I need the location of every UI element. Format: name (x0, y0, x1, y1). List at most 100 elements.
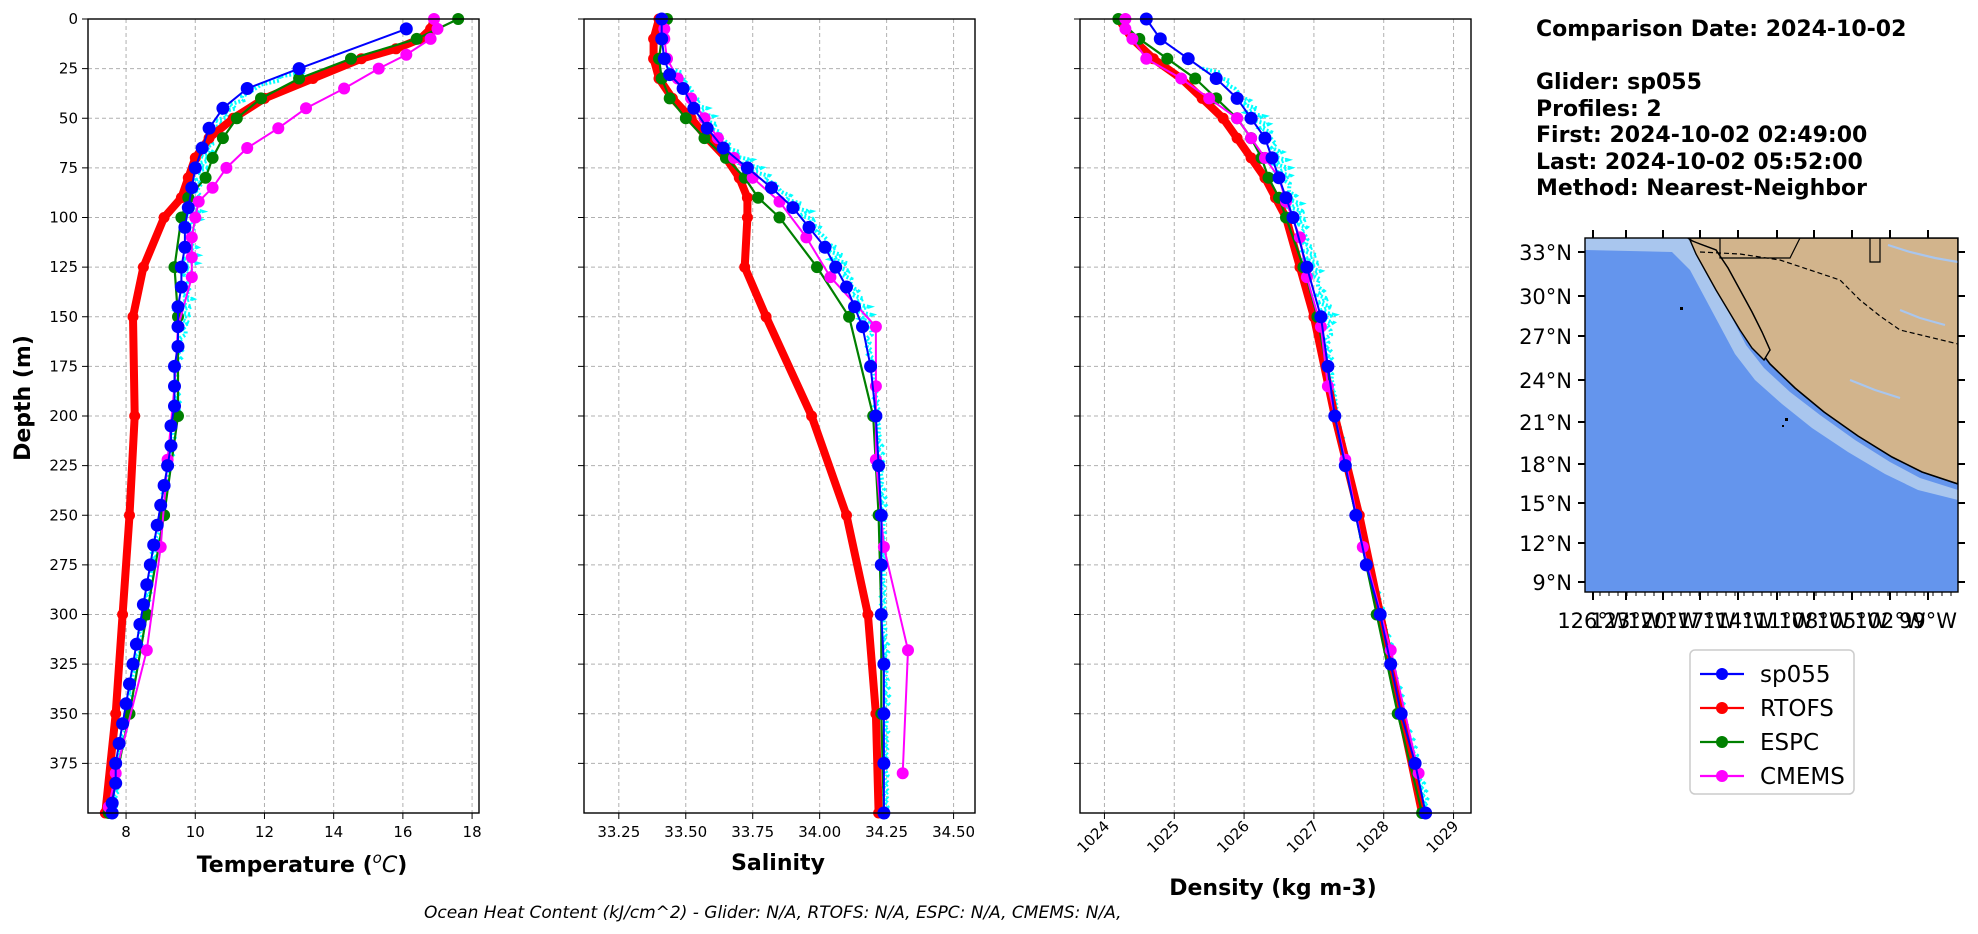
series-line (111, 27, 407, 813)
method: Method: Nearest-Neighbor (1536, 176, 1867, 201)
data-point (869, 409, 883, 423)
data-point (168, 359, 181, 373)
first-time: First: 2024-10-02 02:49:00 (1536, 123, 1867, 148)
x-tick-label: 33.25 (597, 823, 640, 841)
data-point (181, 201, 195, 215)
data-point (800, 231, 813, 244)
data-point (150, 518, 164, 532)
data-point (1359, 558, 1373, 572)
map-lat-label: 27°N (1519, 325, 1572, 349)
data-point (1245, 152, 1257, 164)
y-tick-label: 50 (59, 109, 78, 127)
data-point (700, 121, 714, 135)
y-tick-label: 150 (49, 308, 78, 326)
data-point (424, 32, 437, 45)
data-point (230, 112, 243, 125)
glider-raw-trace (666, 66, 892, 812)
data-point (739, 261, 751, 273)
data-point (773, 211, 786, 224)
map-lat-label: 33°N (1519, 241, 1572, 265)
data-point (178, 220, 192, 234)
data-point (154, 498, 168, 512)
series-group (99, 13, 465, 820)
data-point (877, 541, 890, 553)
y-axis-label: Depth (m) (11, 335, 36, 461)
x-tick-label: 8 (121, 823, 131, 841)
data-point (109, 776, 123, 790)
data-point (811, 261, 823, 274)
map-baja-california (1688, 238, 1771, 362)
data-point (760, 311, 772, 323)
data-point (1140, 52, 1153, 65)
x-tick-label: 16 (393, 823, 412, 841)
legend-box (1689, 649, 1855, 795)
data-point (679, 112, 692, 125)
data-point (255, 92, 267, 105)
data-point (240, 82, 254, 95)
data-point (1314, 320, 1327, 333)
data-point (1373, 608, 1387, 621)
comparison-date: Comparison Date: 2024-10-02 (1536, 17, 1906, 42)
data-point (119, 697, 133, 711)
data-point (1231, 112, 1244, 125)
legend-marker (1716, 702, 1728, 714)
data-point (829, 260, 843, 274)
data-point (1265, 151, 1279, 165)
data-point (216, 132, 229, 145)
data-point (1244, 111, 1258, 125)
data-point (124, 509, 135, 521)
data-point (752, 191, 765, 204)
data-point (300, 102, 312, 115)
map-lon-label: 99°W (1899, 609, 1957, 633)
data-point (410, 32, 423, 45)
map-lat-label: 18°N (1519, 453, 1572, 477)
data-point (126, 657, 140, 671)
x-axis-label-salinity: Salinity (731, 851, 825, 876)
legend-marker (1716, 770, 1728, 782)
x-tick-label: 1024 (1074, 817, 1114, 857)
data-point (195, 141, 209, 155)
y-tick-label: 175 (49, 357, 78, 375)
data-point (1181, 52, 1195, 66)
data-point (178, 240, 192, 254)
data-point (140, 608, 153, 621)
series-sp055 (105, 22, 413, 820)
y-tick-label: 125 (49, 258, 78, 276)
data-point (161, 459, 175, 473)
data-point (188, 161, 202, 175)
data-point (431, 22, 444, 35)
y-tick-label: 200 (49, 407, 78, 425)
data-point (773, 195, 786, 208)
data-point (877, 707, 891, 721)
data-point (687, 101, 701, 115)
y-tick-label: 100 (49, 209, 78, 227)
data-point (841, 509, 852, 521)
y-tick-label: 375 (49, 754, 78, 772)
data-point (802, 220, 816, 234)
data-point (1175, 72, 1188, 85)
data-point (896, 767, 909, 780)
data-point (175, 211, 188, 224)
data-point (171, 340, 185, 353)
data-point (1300, 260, 1314, 274)
data-point (1272, 171, 1286, 185)
data-point (116, 717, 130, 731)
data-point (843, 310, 856, 323)
profile-count: Profiles: 2 (1536, 97, 1662, 122)
data-point (862, 609, 874, 620)
data-point (874, 508, 888, 522)
y-tick-label: 25 (59, 60, 78, 78)
data-point (199, 171, 212, 184)
legend-entry-espc: ESPC (1700, 730, 1819, 756)
data-point (147, 538, 161, 552)
y-tick-label: 275 (49, 556, 78, 574)
data-point (902, 644, 914, 657)
series-group (648, 12, 914, 820)
legend-entry-cmems: CMEMS (1700, 764, 1845, 790)
y-tick-label: 350 (49, 705, 78, 723)
y-tick-label: 325 (49, 655, 78, 673)
data-point (136, 598, 150, 612)
last-time: Last: 2024-10-02 05:52:00 (1536, 150, 1863, 175)
x-tick-label: 14 (324, 823, 343, 841)
